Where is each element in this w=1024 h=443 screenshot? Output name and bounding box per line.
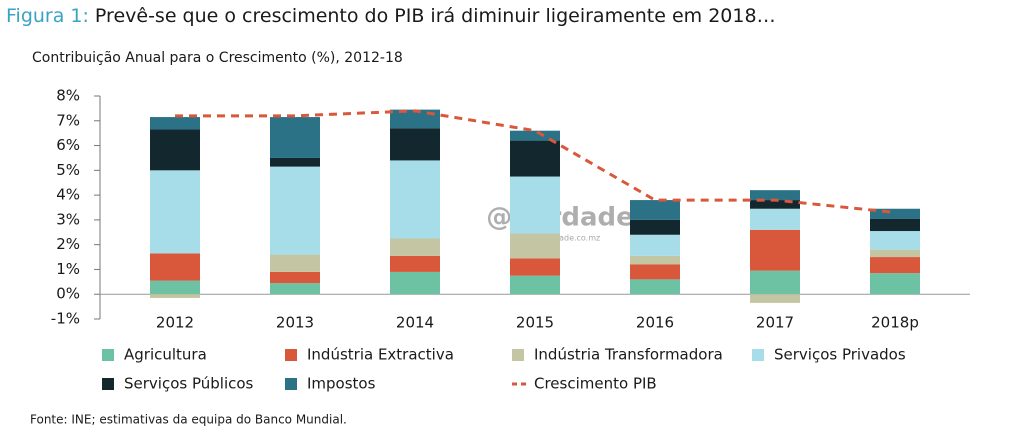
bar-segment (870, 273, 920, 295)
bar-segment (630, 200, 680, 220)
x-tick-label: 2015 (516, 314, 554, 332)
legend-label: Serviços Privados (774, 346, 906, 364)
chart-title: Figura 1: Prevê-se que o crescimento do P… (6, 5, 776, 27)
bar-segment (750, 229, 800, 271)
legend-swatch (512, 349, 524, 361)
bar-segment (390, 238, 440, 256)
x-tick-label: 2013 (276, 314, 314, 332)
bar-segment (510, 275, 560, 295)
bar-segment (150, 294, 200, 298)
x-tick-label: 2018p (871, 314, 919, 332)
bar-segment (390, 160, 440, 239)
bar-segment (510, 176, 560, 234)
title-text: Prevê-se que o crescimento do PIB irá di… (95, 5, 776, 27)
legend-label: Indústria Extractiva (307, 346, 454, 364)
bar-segment (750, 190, 800, 201)
bar-segment (270, 271, 320, 284)
bar-segment (870, 249, 920, 258)
legend-label: Crescimento PIB (534, 375, 657, 393)
bar-segment (750, 208, 800, 230)
bar-segment (510, 233, 560, 259)
legend-swatch (102, 378, 114, 390)
bar-segment (510, 140, 560, 177)
bar-segment (390, 271, 440, 295)
bar-segment (150, 170, 200, 254)
y-tick-label: 6% (56, 136, 80, 154)
chart-subtitle: Contribuição Anual para o Crescimento (%… (32, 50, 403, 66)
bar-segment (750, 200, 800, 209)
bar-segment (630, 219, 680, 235)
y-tick-label: 4% (56, 186, 80, 204)
y-tick-label: -1% (51, 310, 80, 328)
y-tick-label: 8% (56, 87, 80, 105)
bar-segment (870, 257, 920, 274)
title-label: Figura 1: (6, 5, 89, 27)
bar-segment (750, 294, 800, 303)
x-tick-label: 2012 (156, 314, 194, 332)
bar-segment (630, 279, 680, 295)
bar-segment (870, 231, 920, 250)
bar-segment (630, 234, 680, 256)
y-tick-label: 0% (56, 285, 80, 303)
bar-segment (870, 208, 920, 219)
growth-line (175, 109, 896, 214)
legend-label: Indústria Transformadora (534, 346, 723, 364)
y-tick-label: 1% (56, 260, 80, 278)
y-tick-label: 5% (56, 161, 80, 179)
bar-segment (630, 255, 680, 265)
bar-segment (270, 117, 320, 158)
y-tick-label: 3% (56, 210, 80, 228)
bar-segment (150, 129, 200, 171)
bar-segment (510, 130, 560, 141)
legend-swatch (285, 349, 297, 361)
bar-segment (150, 253, 200, 281)
legend-label: Impostos (307, 375, 376, 393)
bar-segment (870, 218, 920, 232)
bar-segment (630, 264, 680, 280)
bar-segment (390, 128, 440, 161)
bar-segment (150, 117, 200, 130)
bar-segment (270, 157, 320, 167)
bar-segment (750, 270, 800, 295)
x-tick-label: 2014 (396, 314, 434, 332)
legend-swatch (285, 378, 297, 390)
bar-segment (510, 258, 560, 276)
legend-label: Agricultura (124, 346, 207, 364)
bar-segment (390, 255, 440, 272)
bar-segment (270, 166, 320, 255)
bar-segment (270, 283, 320, 295)
bar-segment (150, 280, 200, 295)
x-tick-label: 2017 (756, 314, 794, 332)
legend-label: Serviços Públicos (124, 375, 254, 393)
legend-swatch (752, 349, 764, 361)
legend-swatch (102, 349, 114, 361)
y-tick-label: 7% (56, 111, 80, 129)
bar-segment (270, 254, 320, 272)
y-tick-label: 2% (56, 235, 80, 253)
x-tick-label: 2016 (636, 314, 674, 332)
source-note: Fonte: INE; estimativas da equipa do Ban… (30, 413, 347, 427)
